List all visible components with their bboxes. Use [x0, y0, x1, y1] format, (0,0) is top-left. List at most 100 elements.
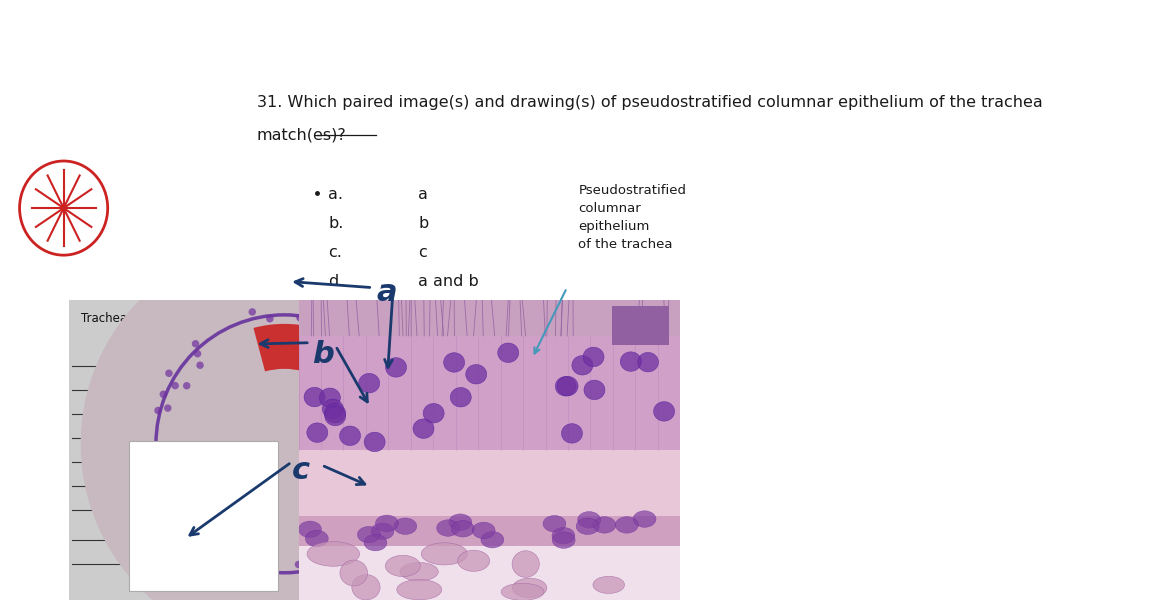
Ellipse shape [319, 388, 340, 408]
Ellipse shape [543, 515, 566, 532]
Text: 31. Which paired image(s) and drawing(s) of pseudostratified columnar epithelium: 31. Which paired image(s) and drawing(s)… [257, 95, 1042, 110]
Ellipse shape [421, 543, 467, 565]
Ellipse shape [171, 521, 178, 528]
Ellipse shape [296, 314, 303, 321]
FancyBboxPatch shape [299, 300, 680, 336]
FancyBboxPatch shape [299, 516, 680, 546]
Ellipse shape [576, 518, 599, 534]
Ellipse shape [555, 376, 576, 396]
Ellipse shape [443, 353, 465, 372]
Ellipse shape [323, 399, 344, 419]
Ellipse shape [385, 357, 406, 377]
Ellipse shape [390, 368, 397, 376]
Ellipse shape [172, 493, 180, 501]
Ellipse shape [458, 550, 489, 572]
Text: a and b: a and b [418, 274, 479, 289]
Text: match(es)?: match(es)? [257, 128, 346, 143]
Ellipse shape [616, 517, 639, 533]
Text: d.: d. [329, 274, 344, 289]
Wedge shape [253, 324, 315, 371]
Ellipse shape [501, 583, 544, 600]
Ellipse shape [449, 514, 472, 531]
Ellipse shape [340, 560, 368, 586]
Ellipse shape [358, 526, 381, 543]
Ellipse shape [572, 356, 592, 375]
Ellipse shape [183, 382, 191, 389]
Ellipse shape [160, 390, 167, 398]
Ellipse shape [307, 423, 327, 442]
Text: a: a [376, 278, 397, 307]
Ellipse shape [364, 432, 385, 452]
Ellipse shape [339, 426, 361, 446]
Ellipse shape [337, 321, 344, 328]
Ellipse shape [638, 353, 658, 372]
Ellipse shape [385, 555, 420, 577]
Ellipse shape [325, 403, 346, 423]
FancyBboxPatch shape [299, 546, 680, 600]
Ellipse shape [164, 405, 171, 412]
Ellipse shape [398, 379, 405, 386]
Ellipse shape [150, 460, 159, 467]
Circle shape [135, 294, 434, 594]
Circle shape [243, 402, 326, 486]
Circle shape [174, 333, 395, 554]
Ellipse shape [397, 580, 442, 600]
FancyBboxPatch shape [130, 441, 279, 591]
Ellipse shape [165, 441, 172, 449]
Ellipse shape [316, 319, 323, 327]
Text: c.: c. [329, 245, 342, 260]
Ellipse shape [194, 350, 201, 357]
Ellipse shape [466, 365, 487, 384]
Ellipse shape [513, 578, 547, 597]
Ellipse shape [152, 460, 160, 468]
Ellipse shape [213, 543, 221, 550]
Ellipse shape [633, 511, 656, 528]
Ellipse shape [406, 458, 413, 465]
Ellipse shape [451, 521, 474, 537]
Ellipse shape [295, 561, 302, 568]
Ellipse shape [352, 575, 381, 600]
Text: a, b, and c: a, b, and c [418, 304, 503, 318]
Ellipse shape [384, 488, 391, 496]
FancyBboxPatch shape [299, 300, 680, 600]
Ellipse shape [558, 376, 578, 396]
Circle shape [81, 240, 487, 612]
FancyBboxPatch shape [612, 306, 669, 345]
Text: b: b [418, 216, 428, 231]
Circle shape [153, 312, 415, 576]
Ellipse shape [364, 534, 386, 551]
FancyBboxPatch shape [69, 300, 368, 600]
Ellipse shape [472, 522, 495, 539]
Circle shape [117, 276, 451, 612]
FancyBboxPatch shape [299, 336, 680, 450]
Ellipse shape [309, 319, 316, 326]
Ellipse shape [584, 380, 605, 400]
Ellipse shape [192, 340, 199, 348]
Text: Trachea: Trachea [81, 312, 127, 325]
Ellipse shape [654, 401, 675, 421]
Ellipse shape [305, 530, 329, 547]
Ellipse shape [304, 387, 325, 407]
Ellipse shape [552, 528, 575, 544]
Text: b.: b. [329, 216, 344, 231]
Ellipse shape [577, 512, 600, 528]
Ellipse shape [299, 521, 322, 537]
Ellipse shape [413, 419, 434, 438]
Circle shape [194, 354, 374, 534]
Ellipse shape [359, 373, 379, 393]
Ellipse shape [393, 518, 417, 534]
Text: a: a [418, 187, 428, 201]
Ellipse shape [378, 504, 386, 511]
Circle shape [219, 378, 351, 510]
Ellipse shape [436, 520, 459, 536]
Ellipse shape [583, 347, 604, 367]
Ellipse shape [266, 315, 273, 323]
Ellipse shape [620, 352, 641, 371]
FancyBboxPatch shape [299, 450, 680, 516]
Ellipse shape [371, 523, 395, 539]
Text: Pseudostratified
columnar
epithelium
of the trachea: Pseudostratified columnar epithelium of … [578, 184, 686, 250]
Ellipse shape [498, 343, 518, 362]
Ellipse shape [592, 577, 625, 594]
Text: c: c [418, 245, 427, 260]
Ellipse shape [592, 517, 616, 533]
